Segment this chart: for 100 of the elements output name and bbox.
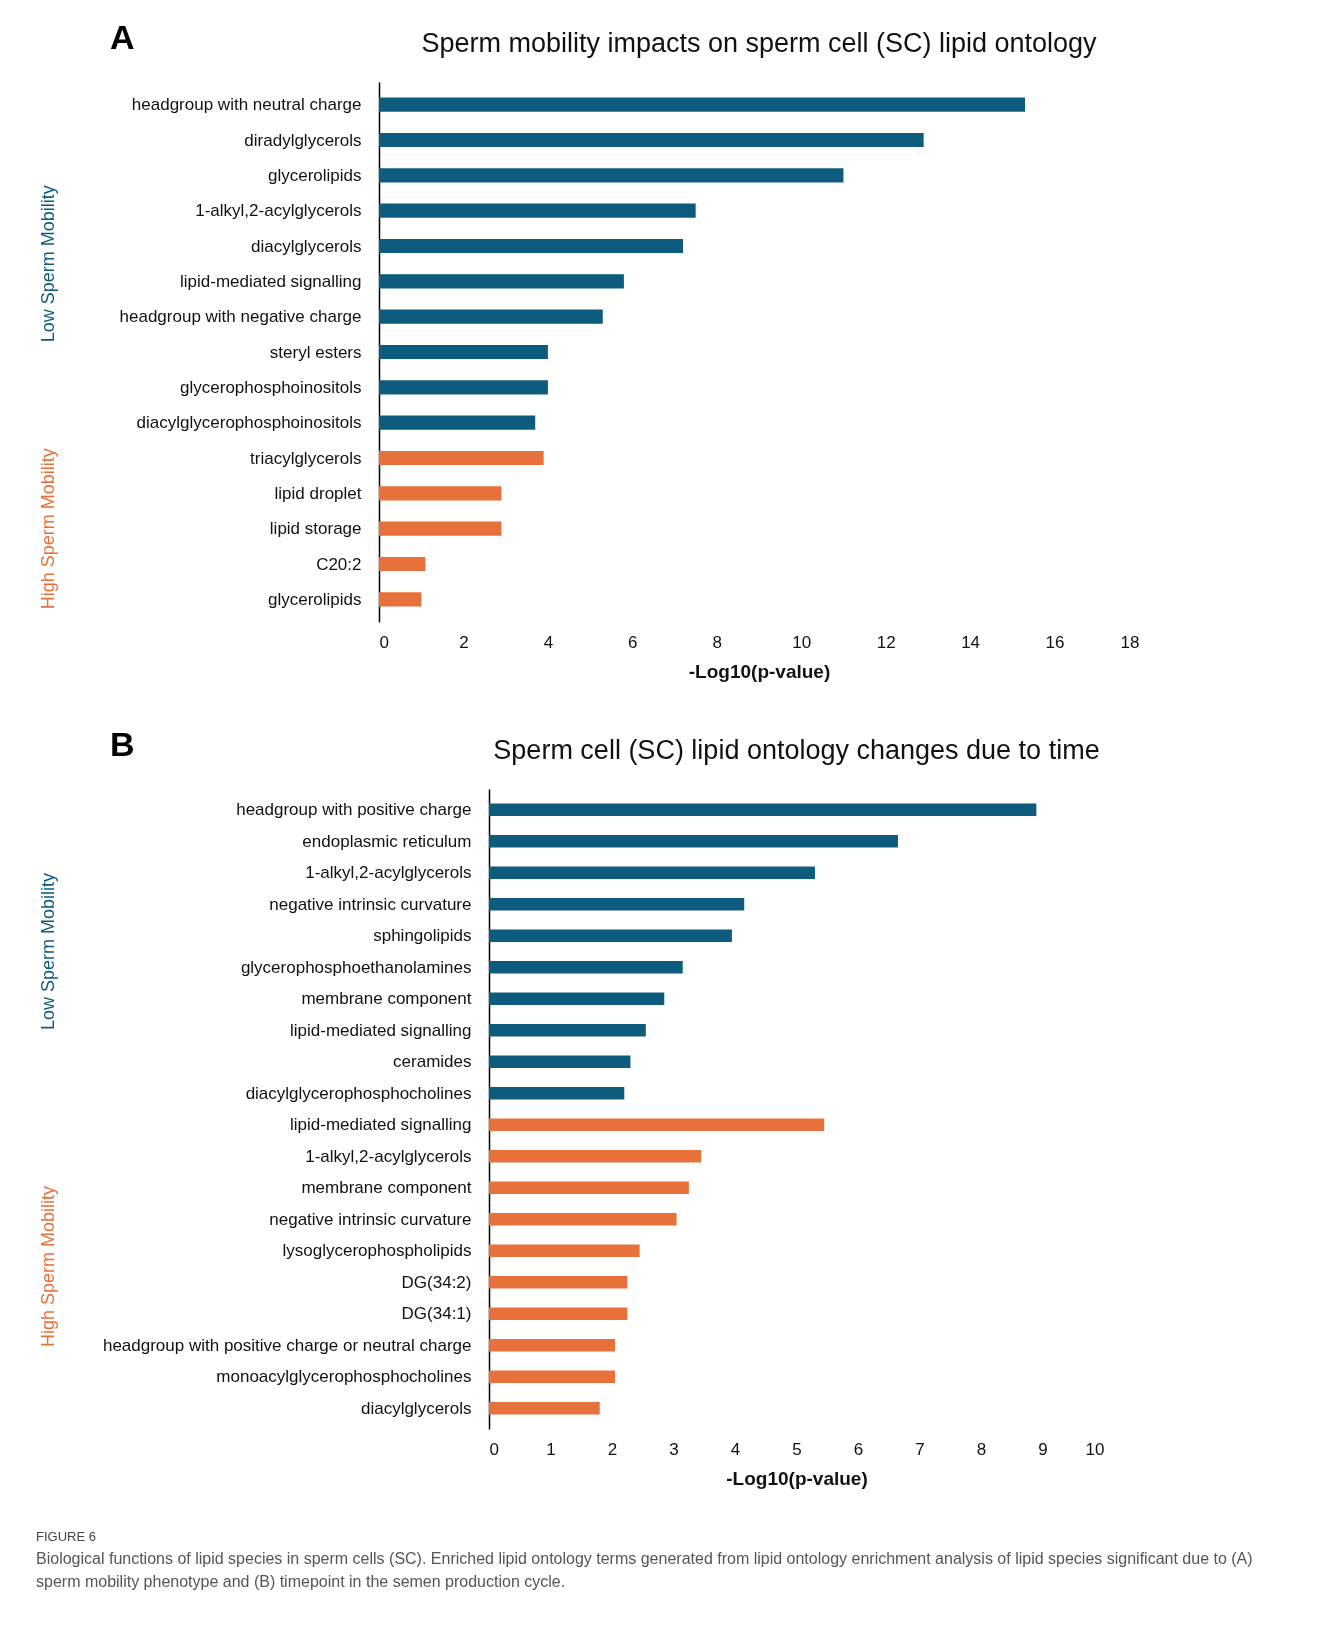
x-tick-label: 1	[546, 1439, 556, 1459]
bar	[379, 274, 624, 289]
x-tick-label: 6	[853, 1439, 864, 1459]
caption: FIGURE 6	[36, 1528, 97, 1546]
y-tick-label: diacylglycerophosphoinositols	[136, 413, 362, 433]
bar	[379, 486, 502, 501]
bar	[489, 1181, 689, 1195]
bar	[379, 521, 502, 536]
y-tick-label: steryl esters	[269, 342, 362, 362]
bar	[379, 203, 696, 218]
y-tick-label: 1-alkyl,2-acylglycerols	[305, 1146, 472, 1166]
y-tick-label: headgroup with positive charge	[236, 800, 472, 820]
x-tick-label: 6	[628, 632, 638, 652]
text: B	[110, 725, 135, 764]
x-tick-label: 0	[379, 632, 389, 652]
bar	[379, 238, 683, 254]
y-tick-label: ceramides	[393, 1052, 472, 1072]
text: Biological functions of lipid species in sperm cells (SC). Enriched lipid ontology terms generated from lipid ontology enrichment analysis of lipid species significant due to (A) sperm mobility phenotype and (B) timepoint in the semen production cycle.	[36, 1548, 1254, 1593]
y-tick-label: headgroup with positive charge or neutral charge	[102, 1335, 472, 1355]
y-tick-label: diacylglycerols	[250, 236, 362, 256]
y-tick-label: glycerolipids	[267, 165, 362, 185]
bar	[379, 309, 603, 324]
y-tick-label: lipid-mediated signalling	[290, 1020, 472, 1040]
y-tick-label: DG(34:1)	[401, 1304, 472, 1324]
bar	[379, 344, 548, 360]
y-tick-label: diacylglycerols	[360, 1398, 472, 1418]
x-axis-title: -Log10(p-value)	[688, 660, 831, 682]
x-tick-label: 16	[1045, 632, 1065, 652]
bar	[379, 97, 1025, 112]
y-tick-label: lipid-mediated signalling	[180, 271, 362, 291]
y-tick-label: headgroup with negative charge	[119, 307, 362, 327]
y-tick-label: 1-alkyl,2-acylglycerols	[195, 201, 362, 221]
bar	[379, 592, 422, 607]
bar	[379, 380, 548, 395]
bar	[489, 803, 1037, 817]
y-tick-label: diradylglycerols	[244, 130, 362, 150]
text: Low Sperm Mobility	[38, 872, 58, 1031]
y-tick-label: membrane component	[301, 989, 472, 1009]
bar	[489, 1055, 631, 1069]
text: High Sperm Mobility	[38, 448, 58, 610]
bar	[489, 1118, 825, 1132]
x-tick-label: 12	[876, 632, 896, 652]
y-tick-label: monoacylglycerophosphocholines	[216, 1367, 472, 1387]
bar	[379, 168, 844, 183]
y-tick-label: C20:2	[316, 554, 362, 574]
bar	[489, 1023, 646, 1037]
text: High Sperm Mobility	[38, 1185, 58, 1348]
x-axis-title: -Log10(p-value)	[726, 1467, 868, 1489]
x-tick-label: 9	[1038, 1439, 1048, 1459]
y-tick-label: sphingolipids	[373, 926, 472, 946]
bar	[489, 897, 745, 911]
chart-title: Sperm cell (SC) lipid ontology changes due to time	[493, 735, 1100, 765]
bar	[489, 1338, 616, 1352]
x-tick-label: 18	[1120, 632, 1140, 652]
x-tick-label: 2	[607, 1439, 618, 1459]
bar	[379, 132, 924, 148]
chart-title: Sperm mobility impacts on sperm cell (SC) lipid ontology	[421, 28, 1098, 58]
text: A	[110, 18, 135, 57]
y-tick-label: lipid storage	[269, 519, 362, 539]
y-tick-label: lipid-mediated signalling	[290, 1115, 472, 1135]
y-tick-label: headgroup with neutral charge	[131, 95, 362, 115]
bar	[489, 834, 898, 848]
bar	[379, 415, 536, 430]
y-tick-label: triacylglycerols	[250, 448, 362, 468]
y-tick-label: membrane component	[301, 1178, 472, 1198]
bar	[489, 1370, 616, 1384]
y-tick-label: glycerophosphoinositols	[180, 377, 362, 397]
bar	[489, 1244, 640, 1258]
bar	[489, 960, 683, 974]
y-tick-label: negative intrinsic curvature	[269, 894, 472, 914]
bar	[489, 1086, 625, 1100]
x-tick-label: 4	[730, 1439, 741, 1459]
y-tick-label: 1-alkyl,2-acylglycerols	[305, 863, 472, 883]
y-tick-label: lipid droplet	[274, 483, 362, 503]
bar	[379, 556, 426, 572]
x-tick-label: 10	[1085, 1439, 1105, 1459]
y-tick-label: glycerophosphoethanolamines	[240, 957, 472, 977]
y-tick-label: endoplasmic reticulum	[302, 831, 472, 851]
y-tick-label: lysoglycerophospholipids	[282, 1241, 472, 1261]
x-tick-label: 7	[915, 1439, 925, 1459]
text: Low Sperm Mobility	[38, 185, 58, 343]
y-tick-label: DG(34:2)	[401, 1272, 472, 1292]
x-tick-label: 5	[792, 1439, 802, 1459]
bar	[379, 450, 544, 466]
x-tick-label: 8	[712, 632, 723, 652]
bar	[489, 1149, 702, 1163]
bar	[489, 866, 815, 880]
bar	[489, 1275, 628, 1289]
x-tick-label: 4	[543, 632, 554, 652]
x-tick-label: 0	[489, 1439, 499, 1459]
bar	[489, 1401, 600, 1415]
x-tick-label: 3	[669, 1439, 679, 1459]
x-tick-label: 14	[961, 632, 981, 652]
y-tick-label: negative intrinsic curvature	[269, 1209, 472, 1229]
bar	[489, 929, 732, 943]
x-tick-label: 10	[792, 632, 812, 652]
bar	[489, 1307, 628, 1321]
x-tick-label: 2	[459, 632, 469, 652]
y-tick-label: glycerolipids	[267, 589, 362, 609]
y-tick-label: diacylglycerophosphocholines	[245, 1083, 472, 1103]
